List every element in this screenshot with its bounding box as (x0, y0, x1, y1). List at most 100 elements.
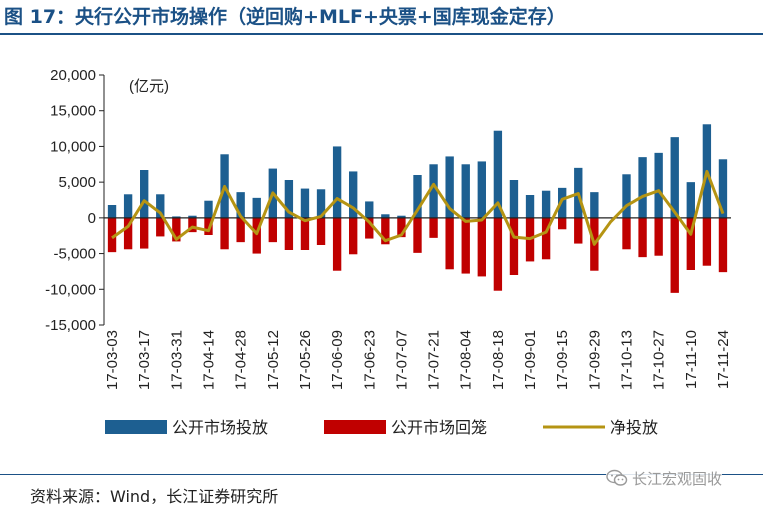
bar-injection (445, 156, 454, 218)
bar-withdrawal (365, 217, 374, 239)
bar-injection (252, 197, 261, 218)
x-tick-label: 17-09-01 (522, 330, 539, 390)
bar-injection (558, 187, 567, 218)
bar-withdrawal (686, 217, 695, 270)
bar-withdrawal (574, 217, 583, 244)
bar-withdrawal (284, 217, 294, 250)
bar-injection (236, 192, 245, 218)
x-tick-label: 17-06-23 (361, 330, 378, 390)
bar-injection (638, 157, 647, 218)
x-tick-label: 17-07-07 (393, 330, 410, 390)
x-tick-label: 17-09-15 (554, 330, 571, 390)
bar-injection (525, 195, 535, 218)
x-tick-label: 17-10-27 (651, 330, 668, 390)
x-tick-label: 17-07-21 (426, 330, 443, 390)
bar-withdrawal (541, 217, 551, 260)
x-tick-label: 17-10-13 (619, 330, 636, 390)
bar-withdrawal (477, 217, 486, 277)
x-tick-label: 17-08-04 (458, 330, 475, 390)
bar-withdrawal (638, 217, 647, 258)
x-tick-label: 17-03-31 (168, 330, 185, 390)
bar-withdrawal (381, 217, 390, 245)
x-tick-label: 17-03-03 (104, 330, 121, 390)
bar-withdrawal (123, 217, 133, 250)
bar-injection (477, 161, 486, 218)
bar-injection (140, 170, 149, 218)
bar-withdrawal (509, 217, 519, 275)
x-tick-label: 17-05-12 (265, 330, 282, 390)
bar-withdrawal (140, 217, 149, 249)
bar-withdrawal (622, 217, 631, 250)
x-tick-label: 17-05-26 (297, 330, 314, 390)
legend-label-injection: 公开市场投放 (172, 419, 268, 437)
wechat-icon (606, 469, 628, 486)
x-tick-label: 17-04-28 (233, 330, 250, 390)
bar-injection (349, 171, 358, 218)
bar-withdrawal (268, 217, 277, 243)
y-tick-label: -5,000 (53, 246, 96, 263)
watermark-text: 长江宏观固收 (632, 469, 723, 488)
bar-injection (365, 201, 374, 218)
bar-withdrawal (188, 217, 197, 233)
bar-injection (188, 215, 197, 218)
bar-withdrawal (316, 217, 326, 245)
bar-injection (509, 180, 519, 218)
bar-injection (316, 189, 326, 218)
x-tick-label: 17-08-18 (490, 330, 507, 390)
bar-injection (284, 180, 294, 218)
bar-injection (429, 164, 438, 218)
x-tick-label: 17-03-17 (136, 330, 153, 390)
bar-withdrawal (445, 217, 454, 270)
legend-swatch-withdrawal (324, 420, 386, 434)
bar-withdrawal (397, 217, 406, 238)
bar-injection (332, 146, 342, 218)
y-tick-label: 10,000 (50, 138, 96, 155)
legend-label-net: 净投放 (610, 419, 658, 437)
bar-injection (300, 188, 310, 218)
bar-injection (493, 130, 503, 218)
y-tick-label: 20,000 (50, 67, 96, 84)
bar-injection (590, 192, 599, 218)
bar-injection (204, 200, 213, 218)
bar-withdrawal (558, 217, 567, 230)
bar-withdrawal (461, 217, 470, 274)
bar-withdrawal (670, 217, 679, 293)
legend-label-withdrawal: 公开市场回笼 (391, 419, 487, 437)
bar-withdrawal (236, 217, 245, 243)
chart-canvas: -15,000 -10,000 -5,000 0 5,000 10,000 15,000 20… (45, 67, 732, 437)
chart-title: 图 17：央行公开市场操作（逆回购+MLF+央票+国库现金定存） (4, 6, 566, 28)
y-tick-label: -15,000 (45, 317, 96, 334)
legend-swatch-injection (105, 420, 167, 434)
watermark: 长江宏观固收 (606, 466, 723, 490)
bar-withdrawal (300, 217, 310, 250)
bar-withdrawal (718, 217, 728, 273)
bar-injection (670, 137, 679, 218)
bar-injection (156, 194, 165, 218)
x-tick-label: 17-06-09 (329, 330, 346, 390)
bar-injection (718, 159, 728, 218)
y-tick-label: 0 (88, 210, 96, 227)
bar-withdrawal (332, 217, 342, 271)
bar-injection (123, 194, 133, 218)
bar-injection (381, 214, 390, 218)
bar-withdrawal (654, 217, 663, 256)
bar-withdrawal (107, 217, 117, 253)
bar-withdrawal (220, 217, 229, 250)
bar-injection (413, 175, 422, 218)
bar-injection (172, 216, 181, 218)
bar-injection (107, 205, 117, 218)
y-tick-label: -10,000 (45, 281, 96, 298)
bar-injection (622, 174, 631, 218)
bar-withdrawal (252, 217, 261, 254)
bar-injection (541, 190, 551, 218)
x-tick-label: 17-11-10 (683, 330, 700, 389)
bar-injection (686, 182, 695, 218)
bar-withdrawal (413, 217, 422, 253)
bar-injection (461, 164, 470, 218)
x-tick-label: 17-11-24 (715, 330, 732, 389)
y-tick-label: 5,000 (58, 174, 96, 191)
bar-withdrawal (702, 217, 712, 266)
bar-withdrawal (156, 217, 165, 237)
y-tick-label: 15,000 (50, 103, 96, 120)
bar-withdrawal (429, 217, 438, 238)
